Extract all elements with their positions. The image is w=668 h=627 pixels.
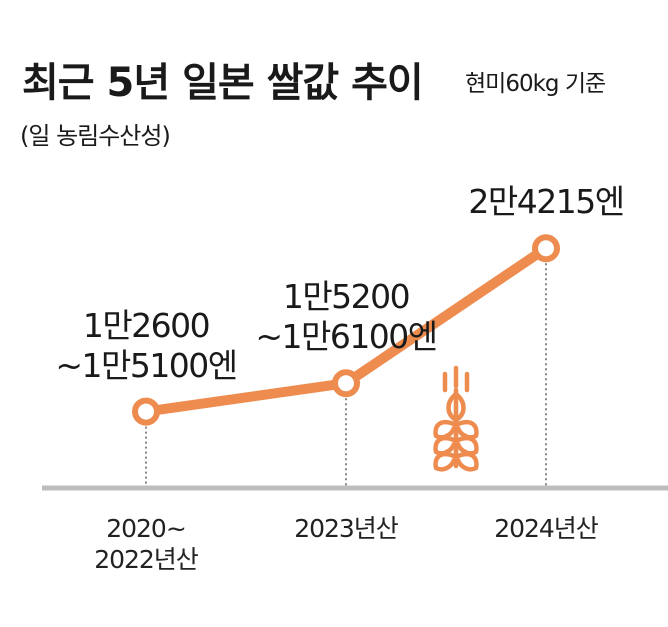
wheat-icon xyxy=(433,365,479,472)
x-tick-label-line: 2024년산 xyxy=(494,514,599,543)
x-tick-label-line: 2023년산 xyxy=(294,514,399,543)
data-label-line: ~1만5100엔 xyxy=(55,345,238,385)
data-label: 1만2600 ~1만5100엔 xyxy=(16,306,276,386)
x-tick-label: 2024년산 xyxy=(446,513,646,544)
source-note: (일 농림수산성) xyxy=(20,122,171,150)
data-label-line: 2만4215엔 xyxy=(468,182,625,222)
x-tick-label-line: 2022년산 xyxy=(94,545,199,574)
x-tick-label: 2020~ 2022년산 xyxy=(46,513,246,575)
data-label-line: ~1만6100엔 xyxy=(255,317,438,357)
data-point xyxy=(132,397,160,426)
data-label-line: 1만2600 xyxy=(82,305,211,345)
chart-title: 최근 5년 일본 쌀값 추이 xyxy=(22,60,424,106)
data-label-line: 1만5200 xyxy=(282,277,411,317)
data-label: 2만4215엔 xyxy=(416,182,668,222)
x-tick-label-line: 2020~ xyxy=(106,514,187,543)
data-point xyxy=(532,234,560,263)
data-point xyxy=(332,369,360,398)
x-tick-label: 2023년산 xyxy=(246,513,446,544)
chart-subtitle: 현미60kg 기준 xyxy=(465,71,606,97)
data-label: 1만5200 ~1만6100엔 xyxy=(216,277,476,357)
data-points xyxy=(132,234,560,426)
